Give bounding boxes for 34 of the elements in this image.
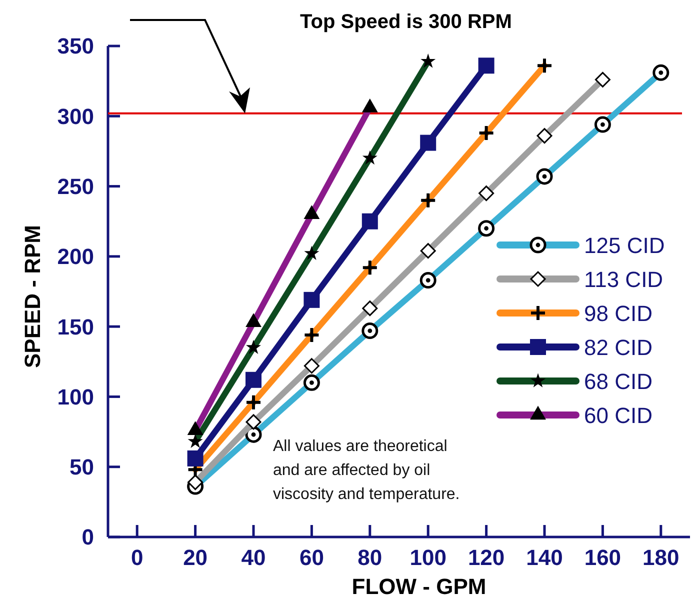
x-tick-label: 100 xyxy=(410,545,446,570)
legend-label: 68 CID xyxy=(584,368,652,394)
y-tick-label: 200 xyxy=(57,244,94,270)
point xyxy=(420,134,436,151)
x-tick-label: 140 xyxy=(526,545,563,570)
x-tick-label: 60 xyxy=(299,545,324,570)
y-tick-label: 350 xyxy=(57,34,94,59)
point xyxy=(246,372,262,388)
point xyxy=(187,450,204,466)
point xyxy=(362,213,378,230)
x-tick-label: 40 xyxy=(241,545,266,570)
point xyxy=(304,292,320,308)
x-axis-title: FLOW - GPM xyxy=(352,574,486,599)
legend-label: 82 CID xyxy=(584,334,652,360)
y-tick-label: 0 xyxy=(82,524,94,550)
x-tick-label: 180 xyxy=(642,545,680,570)
text: Top Speed is 300 RPM xyxy=(300,11,512,33)
legend-label: 113 CID xyxy=(584,266,664,292)
x-tick-label: 120 xyxy=(468,545,505,570)
x-tick-label: 160 xyxy=(584,545,622,570)
legend-label: 60 CID xyxy=(584,402,652,428)
annotation: All values are theoretical and are affected by oil viscosity and temperature. xyxy=(273,438,460,503)
x-tick-label: 80 xyxy=(358,545,382,570)
legend-label: 98 CID xyxy=(584,300,652,326)
y-tick-label: 250 xyxy=(57,174,94,199)
y-tick-label: 100 xyxy=(57,384,94,410)
point xyxy=(478,58,494,74)
y-tick-label: 300 xyxy=(57,104,94,129)
x-tick-label: 20 xyxy=(183,545,208,570)
y-tick-label: 150 xyxy=(57,314,94,340)
y-axis-title: SPEED - RPM xyxy=(20,224,45,368)
legend-label: 125 CID xyxy=(584,232,665,258)
y-tick-label: 50 xyxy=(70,454,94,480)
x-tick-label: 0 xyxy=(130,545,144,570)
